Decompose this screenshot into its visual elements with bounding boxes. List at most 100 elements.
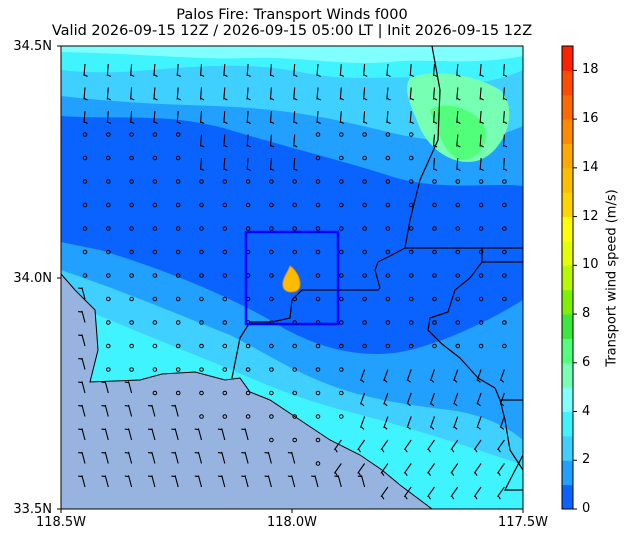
colorbar-tick-label: 6 [582,354,591,370]
calm-wind-marker [478,296,484,302]
calm-wind-marker [385,343,391,349]
calm-wind-marker [152,367,158,372]
calm-wind-marker [245,202,251,208]
calm-wind-marker [432,273,437,278]
wind-barb [427,439,435,453]
calm-wind-marker [222,226,228,231]
calm-wind-marker [385,155,391,161]
wind-barb [223,110,228,124]
wind-barb [499,392,505,407]
wind-barb [502,110,508,124]
calm-wind-marker [245,414,251,419]
calm-wind-marker [222,179,228,184]
wind-barb [359,416,366,430]
calm-wind-marker [385,202,391,208]
wind-barb [124,451,133,464]
lat-tick-label: 33.5N [13,502,52,517]
calm-wind-marker [269,437,274,443]
calm-wind-marker [338,343,344,349]
wind-barb [246,134,251,148]
calm-wind-marker [385,179,391,184]
wind-barb [383,392,389,407]
calm-wind-marker [385,132,391,137]
wind-barb [78,475,86,488]
calm-wind-marker [129,343,134,349]
calm-wind-marker [478,226,484,231]
calm-wind-marker [478,320,484,325]
map-title: Palos Fire: Transport Winds f000 [176,7,408,23]
wind-barb [124,428,133,441]
wind-barb [78,287,86,300]
calm-wind-marker [292,437,298,443]
calm-wind-marker [199,414,204,419]
wind-barb [171,404,179,417]
calm-wind-marker [152,273,158,278]
calm-wind-marker [502,320,507,325]
wind-barb [130,110,135,124]
wind-barb [357,475,366,488]
calm-wind-marker [175,296,181,302]
wind-barb [287,451,296,464]
wind-barb [293,134,298,148]
wind-barb [316,110,321,124]
calm-wind-marker [269,343,274,349]
colorbar-tick-label: 4 [582,403,591,419]
calm-wind-marker [175,226,181,231]
wind-barb [502,157,508,171]
wind-barb [223,134,228,148]
calm-wind-marker [315,273,321,278]
calm-wind-marker [455,249,461,255]
wind-barb [176,63,182,77]
calm-wind-marker [222,249,228,255]
colorbar-segment [562,435,573,461]
calm-wind-marker [82,132,88,137]
calm-wind-marker [82,273,88,278]
colorbar-segment [562,240,573,266]
calm-wind-marker [199,226,204,231]
wind-barb [78,357,86,370]
wind-barb [502,134,508,148]
calm-wind-marker [245,343,251,349]
wind-barb [148,428,156,441]
wind-barb [363,87,368,101]
calm-wind-marker [292,343,298,349]
colorbar-label: Transport wind speed (m/s) [604,189,620,367]
calm-wind-marker [152,320,158,325]
wind-barb [456,110,461,124]
calm-wind-marker [269,414,274,419]
calm-wind-marker [199,320,204,325]
calm-wind-marker [152,249,158,255]
calm-wind-marker [82,179,88,184]
wind-barb [194,428,203,441]
wind-barb [453,369,459,383]
calm-wind-marker [408,296,414,302]
calm-wind-marker [338,296,344,302]
calm-wind-marker [199,249,204,255]
wind-barb [106,87,112,101]
calm-wind-marker [315,296,321,302]
calm-wind-marker [292,226,298,231]
wind-barb [78,451,86,464]
calm-wind-marker [175,273,181,278]
wind-barb [476,416,482,430]
calm-wind-marker [175,320,181,325]
wind-barb [333,439,342,453]
calm-wind-marker [292,367,298,372]
wind-barb [456,134,461,148]
calm-wind-marker [362,226,367,231]
calm-wind-marker [502,273,507,278]
calm-wind-marker [408,155,414,161]
wind-barb [386,87,391,101]
calm-wind-marker [432,320,437,325]
wind-barb [453,416,459,430]
calm-wind-marker [362,202,367,208]
wind-barb [153,63,158,77]
wind-barb [432,157,438,171]
wind-barb [293,157,298,171]
calm-wind-marker [129,367,134,372]
wind-barb [386,63,391,77]
wind-barb [357,439,366,453]
wind-barb [380,486,389,500]
wind-barb [427,486,435,500]
colorbar-segment [562,94,573,120]
